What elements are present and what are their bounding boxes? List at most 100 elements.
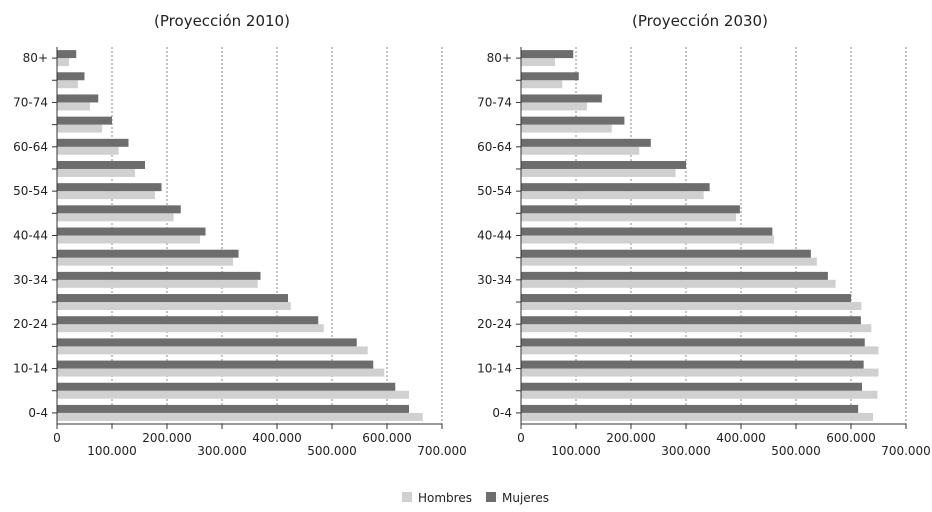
y-tick-label: 30-34 [13,273,48,287]
bar-mujeres-50-54 [521,183,710,192]
bar-hombres-30-34 [521,279,836,288]
bar-hombres-15-19 [57,346,368,355]
bar-hombres-50-54 [521,191,704,200]
y-tick-label: 50-54 [13,184,48,198]
bar-hombres-45-49 [57,213,174,222]
y-tick-label: 0-4 [492,406,512,420]
bar-hombres-30-34 [57,279,258,288]
bar-mujeres-30-34 [521,271,828,280]
bar-hombres-5-9 [521,390,878,399]
bar-mujeres-50-54 [57,183,162,192]
y-tick-label: 0-4 [28,406,48,420]
bar-mujeres-65-69 [57,116,112,125]
bar-mujeres-5-9 [521,382,862,391]
x-tick-label: 500.000 [307,444,357,458]
y-tick-label: 10-14 [477,362,512,376]
bar-mujeres-30-34 [57,271,261,280]
x-tick-label: 700.000 [881,444,931,458]
bar-mujeres-20-24 [521,316,861,325]
x-tick-label: 400.000 [716,431,766,445]
bar-hombres-60-64 [57,146,119,155]
y-tick-label: 50-54 [477,184,512,198]
bar-hombres-0-4 [521,412,873,421]
legend-swatch-mujeres [486,492,496,502]
bar-mujeres-60-64 [521,138,651,147]
bar-mujeres-25-29 [57,294,288,303]
y-tick-label: 80+ [487,51,512,65]
y-tick-label: 70-74 [477,95,512,109]
bar-hombres-25-29 [521,302,862,311]
x-tick-label: 100.000 [551,444,601,458]
bar-mujeres-15-19 [57,338,357,347]
bar-hombres-80+ [521,58,556,67]
x-tick-label: 500.000 [771,444,821,458]
legend-label-mujeres: Mujeres [502,491,549,505]
legend-swatch-hombres [402,492,412,502]
bar-mujeres-35-39 [57,249,239,258]
x-tick-label: 400.000 [252,431,302,445]
x-tick-label: 600.000 [826,431,876,445]
panel-2010: 0 100.000 200.000 300.000 400.000 500.000 600.… [13,47,467,458]
bar-hombres-15-19 [521,346,879,355]
x-tick-label: 0 [517,431,525,445]
bar-mujeres-75-79 [521,72,579,81]
bar-mujeres-10-14 [57,360,374,369]
bar-hombres-20-24 [521,324,872,333]
bar-hombres-10-14 [521,368,879,377]
bar-hombres-40-44 [57,235,200,244]
bar-mujeres-55-59 [57,160,145,169]
bar-hombres-0-4 [57,412,423,421]
x-tick-label: 300.000 [197,444,247,458]
y-tick-label: 80+ [23,51,48,65]
bar-mujeres-40-44 [57,227,206,236]
bar-mujeres-5-9 [57,382,396,391]
x-tick-label: 200.000 [606,431,656,445]
bar-hombres-35-39 [57,257,233,266]
y-tick-label: 10-14 [13,362,48,376]
y-tick-label: 60-64 [477,140,512,154]
bar-mujeres-40-44 [521,227,773,236]
bar-mujeres-45-49 [57,205,181,214]
y-tick-label: 20-24 [477,317,512,331]
x-tick-label: 600.000 [362,431,412,445]
bar-mujeres-45-49 [521,205,740,214]
chart-title-2030: (Proyección 2030) [632,12,768,30]
y-tick-label: 30-34 [477,273,512,287]
x-tick-label: 700.000 [417,444,467,458]
bar-mujeres-10-14 [521,360,864,369]
bar-mujeres-20-24 [57,316,319,325]
y-tick-label: 70-74 [13,95,48,109]
bar-hombres-75-79 [521,80,563,89]
legend: Hombres Mujeres [402,491,549,505]
bar-mujeres-55-59 [521,160,686,169]
bar-hombres-50-54 [57,191,155,200]
x-tick-label: 0 [53,431,61,445]
bar-hombres-5-9 [57,390,409,399]
bar-hombres-70-74 [57,102,90,111]
bar-hombres-55-59 [57,168,136,177]
bar-hombres-45-49 [521,213,737,222]
bar-mujeres-80+ [521,50,574,59]
bar-hombres-40-44 [521,235,774,244]
bar-mujeres-15-19 [521,338,865,347]
bar-mujeres-0-4 [521,404,859,413]
bar-hombres-10-14 [57,368,385,377]
bar-hombres-60-64 [521,146,640,155]
legend-label-hombres: Hombres [418,491,472,505]
bar-mujeres-60-64 [57,138,129,147]
bar-hombres-55-59 [521,168,676,177]
bar-hombres-70-74 [521,102,587,111]
bar-mujeres-75-79 [57,72,85,81]
bar-mujeres-65-69 [521,116,625,125]
chart-title-2010: (Proyección 2010) [154,12,290,30]
panel-2030: 0 100.000 200.000 300.000 400.000 500.000 600.… [477,47,931,458]
bar-mujeres-25-29 [521,294,851,303]
bar-hombres-65-69 [57,124,103,133]
bar-mujeres-70-74 [57,94,99,103]
bar-hombres-25-29 [57,302,291,311]
bar-hombres-20-24 [57,324,324,333]
x-tick-label: 100.000 [87,444,137,458]
y-tick-label: 40-44 [477,229,512,243]
